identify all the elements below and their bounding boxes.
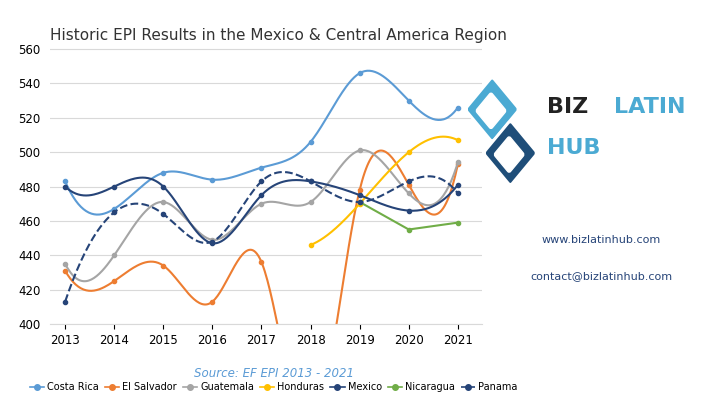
Mexico (454, 182, 462, 187)
Line: El Salvador: El Salvador (63, 162, 460, 405)
Costa Rica (159, 171, 168, 175)
Costa Rica (405, 98, 413, 103)
Nicaragua (405, 227, 413, 232)
El Salvador (208, 299, 217, 304)
Text: BIZ: BIZ (547, 97, 588, 117)
Panama (306, 179, 315, 184)
Panama (60, 299, 69, 304)
Costa Rica (257, 165, 266, 170)
Mexico (356, 193, 364, 198)
Panama (257, 179, 266, 184)
Text: Source: EF EPI 2013 - 2021: Source: EF EPI 2013 - 2021 (194, 367, 354, 379)
Mexico (208, 241, 217, 246)
Guatemala (405, 191, 413, 196)
Honduras (306, 243, 315, 247)
Line: Nicaragua: Nicaragua (358, 200, 460, 232)
Text: HUB: HUB (547, 138, 600, 158)
Guatemala (208, 237, 217, 242)
FancyBboxPatch shape (485, 122, 536, 184)
Costa Rica (60, 179, 69, 184)
El Salvador (159, 263, 168, 268)
Line: Guatemala: Guatemala (63, 148, 460, 266)
Legend: Costa Rica, El Salvador, Guatemala, Honduras, Mexico, Nicaragua, Panama: Costa Rica, El Salvador, Guatemala, Hond… (26, 378, 521, 396)
El Salvador (405, 182, 413, 187)
Line: Costa Rica: Costa Rica (63, 71, 460, 211)
Costa Rica (356, 71, 364, 76)
Guatemala (110, 253, 119, 258)
Guatemala (356, 148, 364, 153)
Panama (110, 210, 119, 215)
El Salvador (356, 188, 364, 192)
Panama (208, 239, 217, 244)
Costa Rica (306, 139, 315, 144)
Costa Rica (454, 105, 462, 110)
El Salvador (60, 268, 69, 273)
El Salvador (454, 162, 462, 166)
Panama (159, 211, 168, 216)
Costa Rica (208, 177, 217, 182)
Nicaragua (356, 200, 364, 205)
Panama (405, 179, 413, 184)
Line: Honduras: Honduras (308, 138, 460, 247)
Text: contact@bizlatinhub.com: contact@bizlatinhub.com (530, 271, 672, 281)
FancyBboxPatch shape (466, 78, 518, 141)
Guatemala (454, 160, 462, 165)
Text: LATIN: LATIN (613, 97, 685, 117)
Honduras (405, 150, 413, 155)
Line: Panama: Panama (63, 179, 460, 304)
Panama (454, 191, 462, 196)
Honduras (356, 201, 364, 206)
Nicaragua (454, 220, 462, 225)
FancyBboxPatch shape (477, 93, 505, 128)
Guatemala (60, 262, 69, 266)
Mexico (159, 184, 168, 189)
Text: Historic EPI Results in the Mexico & Central America Region: Historic EPI Results in the Mexico & Cen… (50, 28, 508, 43)
Honduras (454, 138, 462, 143)
Guatemala (257, 201, 266, 206)
Guatemala (159, 200, 168, 205)
Panama (356, 200, 364, 205)
Mexico (110, 184, 119, 189)
Mexico (257, 193, 266, 198)
Mexico (306, 179, 315, 184)
Mexico (60, 184, 69, 189)
Mexico (405, 208, 413, 213)
FancyBboxPatch shape (495, 137, 524, 172)
Text: www.bizlatinhub.com: www.bizlatinhub.com (541, 235, 661, 245)
Guatemala (306, 200, 315, 205)
El Salvador (110, 279, 119, 284)
El Salvador (257, 260, 266, 264)
Line: Mexico: Mexico (63, 179, 460, 245)
Costa Rica (110, 207, 119, 211)
